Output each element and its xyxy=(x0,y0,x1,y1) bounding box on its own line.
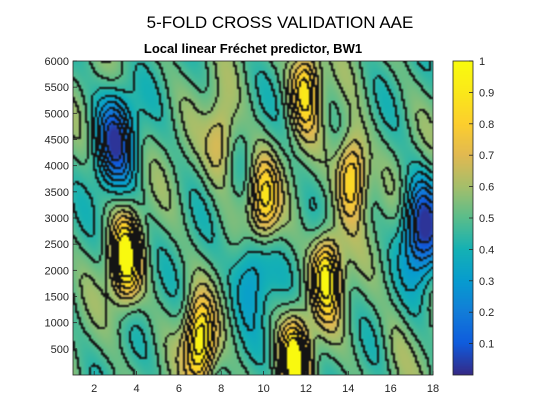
colorbar-tick-label: 0.8 xyxy=(479,119,494,131)
y-tick-label: 500 xyxy=(51,344,69,356)
x-tick-label: 10 xyxy=(257,383,269,395)
colorbar-image xyxy=(453,61,473,375)
colorbar-tick-label: 0.7 xyxy=(479,150,494,162)
x-tick-label: 4 xyxy=(133,383,139,395)
x-axis: 2 4 6 8 10 12 14 16 18 xyxy=(91,371,439,395)
plot-area xyxy=(73,61,433,375)
heatmap-image xyxy=(73,61,433,375)
x-tick-label: 18 xyxy=(427,383,439,395)
colorbar-tick-label: 0.1 xyxy=(479,339,494,351)
y-tick-label: 5500 xyxy=(45,82,69,94)
y-tick-label: 3000 xyxy=(45,213,69,225)
x-tick-label: 14 xyxy=(342,383,354,395)
y-tick-label: 1500 xyxy=(45,292,69,304)
x-tick-label: 12 xyxy=(300,383,312,395)
colorbar-tick-label: 0.5 xyxy=(479,213,494,225)
figure-suptitle: 5-FOLD CROSS VALIDATION AAE xyxy=(147,13,414,32)
y-tick-label: 6000 xyxy=(45,56,69,68)
y-axis: 500 1000 1500 2000 2500 3000 3500 4000 4500 5000 5… xyxy=(45,56,77,356)
colorbar-tick-label: 0.2 xyxy=(479,307,494,319)
colorbar-tick-label: 0.3 xyxy=(479,276,494,288)
colorbar-tick-label: 0.4 xyxy=(479,244,494,256)
x-tick-label: 2 xyxy=(91,383,97,395)
colorbar-tick-label: 0.6 xyxy=(479,182,494,194)
y-tick-label: 2500 xyxy=(45,239,69,251)
colorbar-tick-label: 0.9 xyxy=(479,87,494,99)
y-tick-label: 2000 xyxy=(45,265,69,277)
colorbar: 0.1 0.2 0.3 0.4 0.5 0.6 0.7 0.8 0.9 1 xyxy=(452,56,494,376)
y-tick-label: 1000 xyxy=(45,318,69,330)
x-tick-label: 8 xyxy=(218,383,224,395)
colorbar-ticks: 0.1 0.2 0.3 0.4 0.5 0.6 0.7 0.8 0.9 1 xyxy=(469,56,494,351)
y-tick-label: 4500 xyxy=(45,135,69,147)
y-tick-label: 3500 xyxy=(45,187,69,199)
x-tick-label: 6 xyxy=(176,383,182,395)
plot-title: Local linear Fréchet predictor, BW1 xyxy=(144,41,362,56)
colorbar-tick-label: 1 xyxy=(479,56,485,68)
x-tick-label: 16 xyxy=(385,383,397,395)
y-tick-label: 4000 xyxy=(45,161,69,173)
y-tick-label: 5000 xyxy=(45,108,69,120)
